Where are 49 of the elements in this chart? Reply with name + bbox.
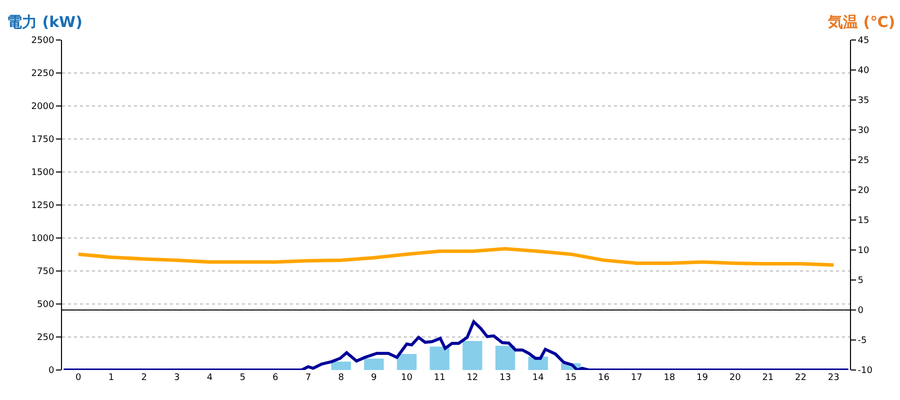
y2-tick-label: 35	[858, 96, 870, 106]
y2-tick-label: -5	[858, 336, 867, 346]
x-tick-label: 20	[729, 373, 742, 383]
x-tick-label: 1	[108, 373, 114, 383]
y2-axis-title: 気温 (℃)	[827, 13, 896, 31]
y2-tick-label: 45	[858, 36, 870, 46]
y2-tick-label: 25	[858, 156, 870, 166]
x-tick-label: 23	[828, 373, 840, 383]
x-tick-label: 17	[630, 373, 642, 383]
x-tick-label: 21	[762, 373, 774, 383]
x-tick-label: 19	[696, 373, 708, 383]
y-tick-label: 250	[37, 333, 54, 344]
y-tick-label: 1000	[31, 234, 54, 244]
y2-tick-label: 30	[858, 126, 870, 136]
x-tick-label: 12	[466, 373, 478, 383]
y-axis-title: 電力 (kW)	[7, 13, 82, 31]
x-tick-label: 13	[500, 373, 511, 383]
x-tick-label: 8	[338, 373, 344, 383]
y-tick-label: 500	[37, 300, 54, 310]
x-tick-label: 4	[206, 373, 213, 383]
y-tick-label: 1750	[31, 135, 54, 146]
x-tick-label: 6	[272, 373, 279, 383]
x-tick-label: 14	[532, 373, 544, 383]
x-tick-label: 3	[174, 373, 180, 383]
y-tick-label: 1500	[31, 168, 54, 178]
x-tick-label: 11	[434, 373, 446, 383]
x-tick-label: 7	[305, 373, 312, 383]
y2-tick-label: 20	[858, 186, 870, 196]
y-tick-label: 750	[37, 267, 54, 278]
y-tick-label: 2500	[31, 36, 54, 46]
x-tick-label: 16	[598, 373, 610, 383]
x-tick-label: 22	[795, 373, 806, 383]
y-tick-label: 0	[48, 366, 54, 376]
x-tick-label: 2	[141, 373, 147, 383]
y2-tick-label: 40	[858, 66, 870, 76]
x-tick-label: 15	[565, 373, 577, 383]
x-tick-label: 18	[664, 373, 676, 383]
x-tick-label: 9	[371, 373, 378, 383]
y-tick-label: 2000	[31, 102, 54, 112]
y2-tick-label: 15	[858, 216, 870, 226]
y2-tick-label: 0	[858, 306, 864, 316]
y2-tick-label: -10	[858, 366, 873, 376]
y2-tick-label: 5	[858, 276, 864, 286]
x-tick-label: 10	[401, 373, 413, 383]
y2-tick-label: 10	[858, 246, 870, 256]
x-tick-label: 0	[76, 373, 82, 383]
y-tick-label: 1250	[31, 201, 54, 212]
y-tick-label: 2250	[31, 69, 54, 80]
x-tick-label: 5	[240, 373, 246, 383]
